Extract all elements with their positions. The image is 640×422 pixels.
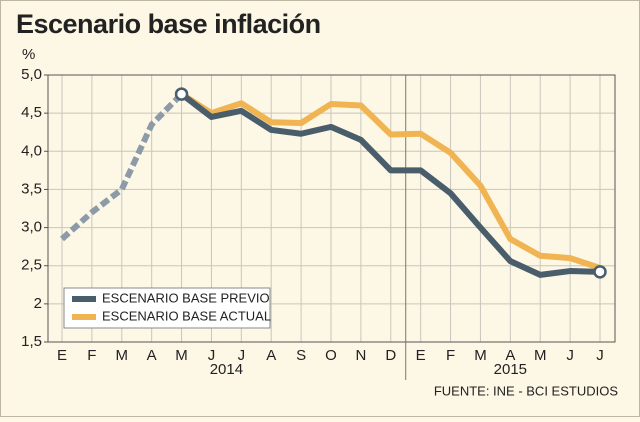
x-tick-label: O [325,347,337,364]
x-tick-label: J [208,347,216,364]
year-label: 2015 [494,361,527,378]
plot-frame [47,74,616,343]
source: FUENTE: INE - BCI ESTUDIOS [434,383,619,398]
y-tick-label: 4,5 [21,104,42,121]
y-tick-label: 3,5 [21,180,42,197]
x-tick-label: F [446,347,455,364]
x-tick-label: M [474,347,487,364]
x-tick-label: N [355,347,366,364]
y-tick-label: 2 [34,295,42,312]
x-tick-label: F [87,347,96,364]
y-tick-label: 1,5 [21,333,42,350]
legend-label: ESCENARIO BASE PREVIO [102,290,270,305]
year-label: 2014 [210,361,243,378]
x-tick-label: M [534,347,547,364]
x-tick-label: J [566,347,574,364]
x-tick-label: E [416,347,426,364]
chart-title: Escenario base inflación [16,9,321,39]
y-tick-label: 5,0 [21,66,42,83]
legend-label: ESCENARIO BASE ACTUAL [102,308,271,323]
x-tick-label: A [505,347,515,364]
point-marker [593,265,607,279]
x-tick-label: D [385,347,396,364]
y-tick-label: 3,0 [21,219,42,236]
x-tick-label: J [238,347,246,364]
y-tick-label: 2,5 [21,257,42,274]
point-marker [174,87,189,101]
legend-box [63,287,271,329]
x-tick-label: S [296,347,306,364]
x-tick-label: M [116,347,129,364]
y-tick-label: 4,0 [21,142,42,159]
series-line [179,91,601,271]
x-tick-label: A [147,347,157,364]
y-unit: % [22,46,35,63]
history-line [60,91,184,242]
x-tick-label: E [57,347,67,364]
x-tick-label: A [266,347,276,364]
x-tick-label: J [596,347,604,364]
series-line [179,91,601,278]
x-tick-label: M [175,347,188,364]
